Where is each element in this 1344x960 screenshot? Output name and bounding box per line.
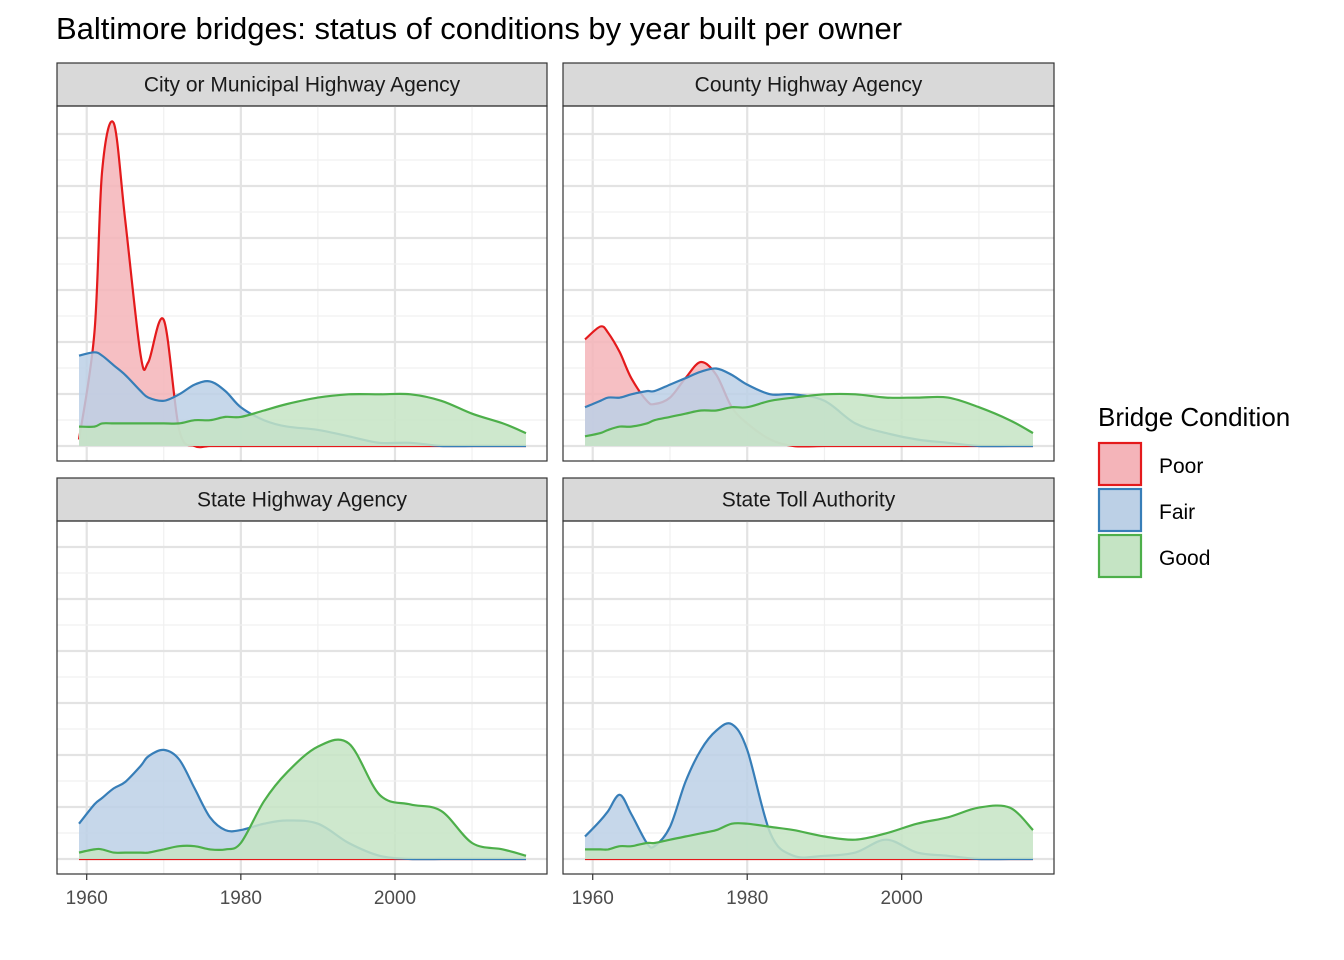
facet-panel: State Highway Agency 1960 1980 2000	[56, 477, 548, 909]
legend-key-fair	[1097, 487, 1143, 533]
facet-strip-label: City or Municipal Highway Agency	[144, 74, 461, 97]
x-tick-label: 1980	[220, 888, 262, 909]
legend-label-poor: Poor	[1159, 455, 1203, 478]
facet-strip	[56, 62, 548, 107]
facet-strip-label: State Highway Agency	[197, 489, 408, 512]
x-tick-label: 1960	[572, 888, 614, 909]
facet-panel: City or Municipal Highway Agency	[56, 62, 548, 462]
facet-strip-label: State Toll Authority	[722, 489, 896, 512]
facet-strip-label: County Highway Agency	[695, 74, 923, 97]
density-area-good	[585, 805, 1033, 859]
facet-panels: City or Municipal Highway Agency County H…	[56, 62, 1055, 909]
legend-label-good: Good	[1159, 547, 1210, 570]
density-area-good	[79, 739, 526, 859]
x-tick-label: 1960	[66, 888, 108, 909]
facet-panel: County Highway Agency	[562, 62, 1055, 462]
facet-strip	[562, 62, 1055, 107]
panel-border	[562, 105, 1055, 462]
legend: Bridge Condition Poor Fair Good	[1097, 402, 1290, 579]
panel-border	[56, 520, 548, 875]
panel-border	[562, 520, 1055, 875]
legend-key-good	[1097, 533, 1143, 579]
x-tick-label: 2000	[374, 888, 416, 909]
legend-key-poor	[1097, 441, 1143, 487]
density-line-good	[78, 392, 527, 435]
legend-title: Bridge Condition	[1098, 402, 1290, 432]
panel-border	[56, 105, 548, 462]
legend-label-fair: Fair	[1159, 501, 1195, 524]
density-line-good	[584, 804, 1034, 851]
density-line-good	[584, 392, 1034, 438]
x-tick-label: 1980	[726, 888, 768, 909]
density-area-good	[585, 393, 1033, 446]
x-tick-label: 2000	[881, 888, 923, 909]
density-line-good	[78, 738, 527, 857]
facet-strip	[562, 477, 1055, 522]
density-area-good	[79, 393, 526, 446]
density-line-fair	[78, 748, 526, 861]
density-area-fair	[79, 749, 526, 860]
chart-title: Baltimore bridges: status of conditions …	[56, 11, 902, 46]
facet-panel: State Toll Authority 1960 1980 2000	[562, 477, 1055, 909]
